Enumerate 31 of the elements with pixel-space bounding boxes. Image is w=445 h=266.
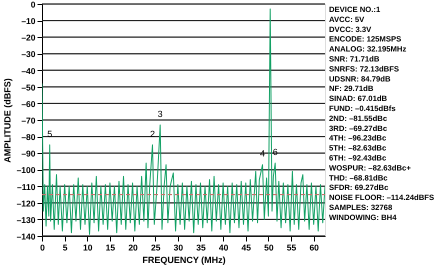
x-axis-title: FREQUENCY (MHz)	[142, 255, 226, 265]
x-tick-label: 30	[174, 242, 184, 252]
x-tick-label: 35	[196, 242, 206, 252]
annotation: 3	[158, 108, 163, 119]
y-tick-label: –100	[16, 165, 36, 176]
x-tick-label: 0	[40, 242, 46, 252]
y-axis-title: AMPLITUDE (dBFS)	[2, 78, 13, 163]
x-tick-label: 25	[150, 242, 161, 252]
y-tick-label: –90	[21, 148, 36, 159]
x-tick-label: 45	[242, 242, 252, 252]
y-tick-label: –20	[21, 32, 36, 43]
x-tick-label: 40	[218, 242, 229, 252]
y-tick-label: –60	[21, 98, 36, 109]
y-tick-label: –120	[16, 198, 36, 208]
y-tick-label: 0	[30, 0, 36, 10]
y-tick-label: –50	[21, 82, 36, 92]
y-tick-label: –110	[17, 182, 36, 192]
y-tick-label: –30	[21, 49, 36, 60]
x-tick-label: 10	[83, 242, 93, 252]
x-tick-label: 20	[128, 242, 138, 252]
y-tick-label: –130	[16, 214, 36, 225]
y-tick-label: –70	[21, 116, 36, 126]
y-tick-label: –10	[21, 16, 36, 26]
y-tick-label: –80	[21, 132, 36, 142]
x-tick-label: 5	[62, 242, 68, 252]
x-tick-label: 50	[264, 242, 274, 252]
y-tick-label: –140	[16, 232, 36, 242]
y-tick-label: –40	[21, 66, 36, 76]
x-tick-label: 55	[286, 242, 297, 252]
x-tick-label: 15	[106, 242, 116, 252]
x-tick-label: 60	[309, 242, 320, 252]
